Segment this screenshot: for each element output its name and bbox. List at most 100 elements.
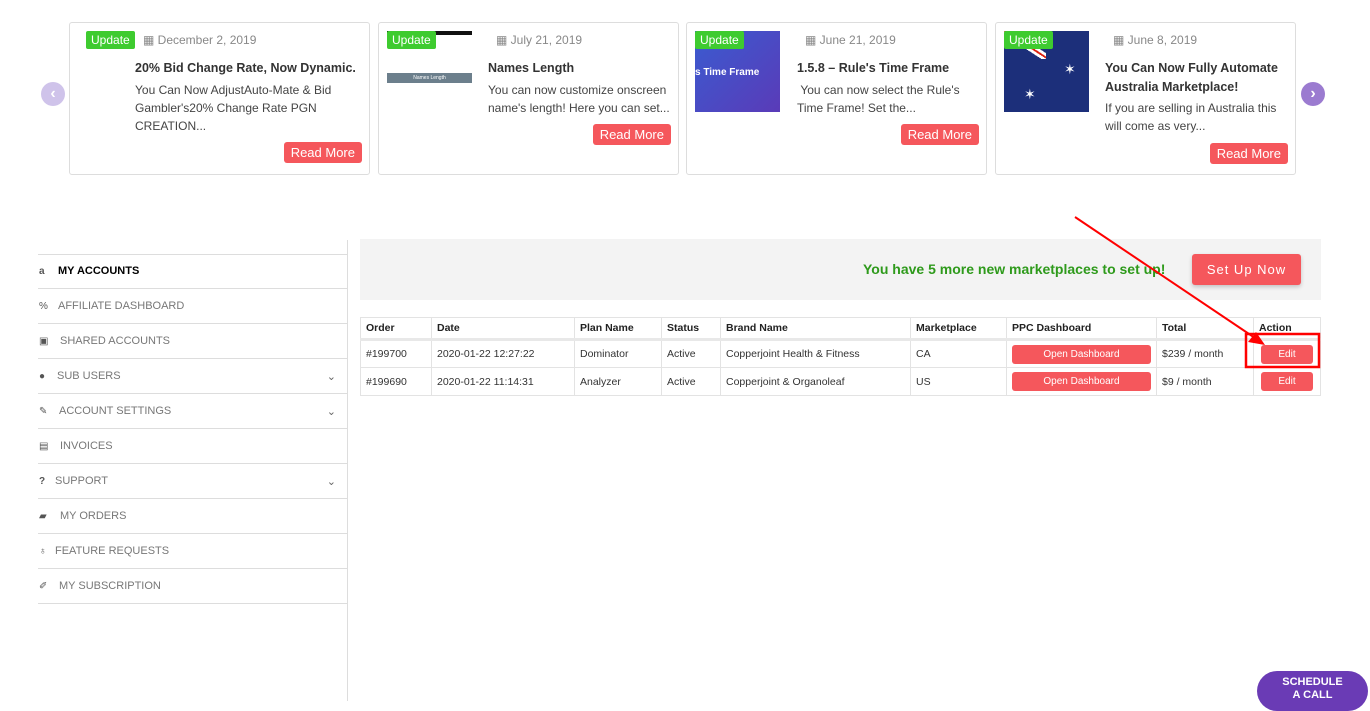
sidebar-item-label: MY ORDERS (60, 510, 127, 522)
news-card: Names Length Update ▦ July 21, 2019 Name… (378, 22, 679, 175)
news-card: ✶ ✶ Update ▦ June 8, 2019 You Can Now Fu… (995, 22, 1296, 175)
ppc-cell: Open Dashboard (1006, 367, 1157, 396)
sidebar-item-label: SHARED ACCOUNTS (60, 335, 171, 347)
news-card: Update ▦ December 2, 2019 20% Bid Change… (69, 22, 370, 175)
sidebar-item-label: AFFILIATE DASHBOARD (58, 300, 185, 312)
read-more-button[interactable]: Read More (1209, 143, 1288, 164)
card-title: 20% Bid Change Rate, Now Dynamic. (135, 61, 356, 75)
read-more-button[interactable]: Read More (900, 124, 979, 145)
question-icon: ? (39, 475, 46, 487)
column-header: Marketplace (910, 317, 1007, 341)
calendar-icon: ▦ (143, 33, 158, 47)
update-badge: Update (86, 31, 135, 49)
sidebar-item-label: SUPPORT (55, 475, 108, 487)
thumbnail-text: s Time Frame (695, 67, 760, 78)
shared-icon: ▣ (39, 335, 49, 347)
thumbnail-text: Names Length (387, 73, 472, 83)
orders-table: Order Date Plan Name Status Brand Name M… (360, 317, 1321, 396)
chevron-left-icon: ‹ (50, 85, 56, 102)
schedule-line2: A CALL (1292, 689, 1333, 701)
sidebar-item-affiliate-dashboard[interactable]: % AFFILIATE DASHBOARD (38, 289, 348, 324)
chevron-down-icon: ⌄ (326, 405, 336, 418)
column-header: Date (431, 317, 575, 341)
folder-icon: ▰ (39, 510, 47, 522)
chevron-down-icon: ⌄ (326, 370, 336, 383)
chevron-down-icon: ⌄ (326, 475, 336, 488)
update-badge: Update (387, 31, 436, 49)
sidebar-item-label: SUB USERS (57, 370, 121, 382)
card-title: Names Length (488, 61, 575, 75)
carousel-next-button[interactable]: › (1301, 82, 1325, 106)
open-dashboard-button[interactable]: Open Dashboard (1012, 372, 1151, 391)
card-title: You Can Now Fully Automate Australia Mar… (1105, 61, 1278, 94)
user-icon: ● (39, 370, 46, 382)
sidebar: a MY ACCOUNTS % AFFILIATE DASHBOARD ▣ SHARE… (38, 254, 348, 604)
read-more-button[interactable]: Read More (592, 124, 671, 145)
carousel-prev-button[interactable]: ‹ (41, 82, 65, 106)
sidebar-item-label: ACCOUNT SETTINGS (59, 405, 172, 417)
ppc-cell: Open Dashboard (1006, 339, 1157, 368)
sidebar-item-my-accounts[interactable]: a MY ACCOUNTS (38, 254, 348, 289)
update-badge: Update (695, 31, 744, 49)
card-description: If you are selling in Australia this wil… (1105, 101, 1277, 133)
marketplace-banner: You have 5 more new marketplaces to set … (360, 239, 1321, 300)
annotation-arrowhead (1248, 332, 1265, 345)
edit-button[interactable]: Edit (1261, 372, 1313, 391)
column-header: Plan Name (574, 317, 662, 341)
calendar-icon: ▦ (1113, 33, 1128, 47)
calendar-icon: ▦ (496, 33, 511, 47)
card-description: You can now customize onscreen name's le… (488, 83, 670, 115)
card-title: 1.5.8 – Rule's Time Frame (797, 61, 950, 75)
date-text: December 2, 2019 (157, 33, 257, 47)
schedule-line1: SCHEDULE (1282, 676, 1343, 688)
post-date: ▦ June 8, 2019 (1113, 33, 1197, 47)
read-more-button[interactable]: Read More (283, 142, 362, 163)
sidebar-item-shared-accounts[interactable]: ▣ SHARED ACCOUNTS (38, 324, 348, 359)
edit-button[interactable]: Edit (1261, 344, 1313, 364)
action-cell: Edit (1253, 367, 1321, 396)
card-description: You Can Now AdjustAuto-Mate & Bid Gamble… (135, 83, 332, 133)
edit-icon: ✎ (39, 405, 48, 417)
sidebar-item-sub-users[interactable]: ● SUB USERS ⌄ (38, 359, 348, 394)
date-cell: 2020-01-22 11:14:31 (431, 367, 575, 396)
invoice-icon: ▤ (39, 440, 49, 452)
sidebar-item-account-settings[interactable]: ✎ ACCOUNT SETTINGS ⌄ (38, 394, 348, 429)
status-cell: Active (661, 367, 721, 396)
table-header-row: Order Date Plan Name Status Brand Name M… (360, 317, 1321, 341)
sidebar-item-invoices[interactable]: ▤ INVOICES (38, 429, 348, 464)
sidebar-item-label: MY SUBSCRIPTION (59, 580, 161, 592)
sidebar-item-my-orders[interactable]: ▰ MY ORDERS (38, 499, 348, 534)
card-description: You can now select the Rule's Time Frame… (797, 83, 963, 115)
sidebar-divider (347, 240, 348, 701)
annotation-highlight-box (1244, 332, 1321, 369)
brand-cell: Copperjoint & Organoleaf (720, 367, 911, 396)
column-header: Brand Name (720, 317, 911, 341)
plan-cell: Analyzer (574, 367, 662, 396)
lightbulb-icon: ♁ (39, 545, 47, 557)
annotation-arrow (1074, 216, 1259, 341)
calendar-icon: ▦ (805, 33, 820, 47)
banner-message: You have 5 more new marketplaces to set … (863, 261, 1166, 277)
sidebar-item-my-subscription[interactable]: ✐ MY SUBSCRIPTION (38, 569, 348, 604)
schedule-call-button[interactable]: SCHEDULE A CALL (1257, 671, 1368, 711)
order-cell: #199690 (360, 367, 432, 396)
amazon-icon: a (39, 265, 45, 277)
sidebar-item-feature-requests[interactable]: ♁ FEATURE REQUESTS (38, 534, 348, 569)
column-header: Total (1156, 317, 1254, 341)
chevron-right-icon: › (1310, 85, 1316, 102)
set-up-now-button[interactable]: Set Up Now (1192, 254, 1301, 285)
column-header: PPC Dashboard (1006, 317, 1157, 341)
open-dashboard-button[interactable]: Open Dashboard (1012, 344, 1151, 364)
update-badge: Update (1004, 31, 1053, 49)
date-text: June 21, 2019 (819, 33, 896, 47)
date-text: June 8, 2019 (1127, 33, 1198, 47)
post-date: ▦ June 21, 2019 (805, 33, 896, 47)
date-cell: 2020-01-22 12:27:22 (431, 339, 575, 368)
sidebar-item-label: INVOICES (60, 440, 113, 452)
post-date: ▦ July 21, 2019 (496, 33, 582, 47)
sidebar-item-support[interactable]: ? SUPPORT ⌄ (38, 464, 348, 499)
pencil-icon: ✐ (39, 580, 48, 592)
column-header: Action (1253, 317, 1321, 341)
brand-cell: Copperjoint Health & Fitness (720, 339, 911, 368)
